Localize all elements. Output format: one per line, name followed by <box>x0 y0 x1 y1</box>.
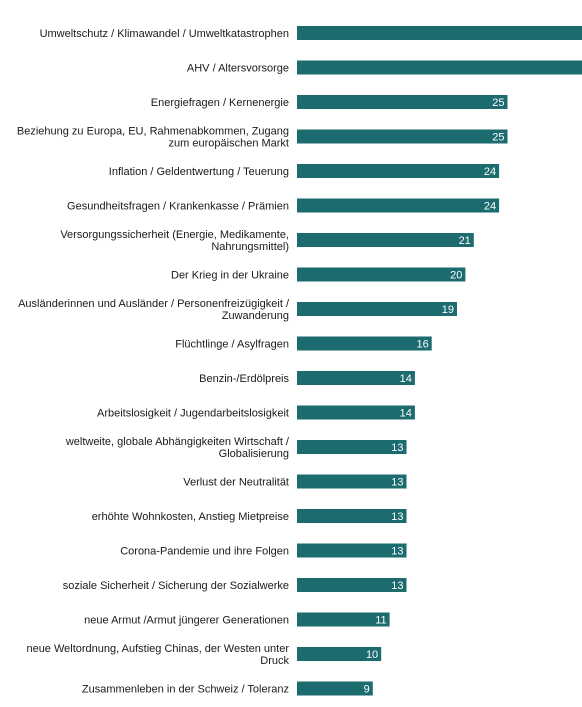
bar-value-label: 14 <box>400 373 412 385</box>
category-label: Druck <box>260 655 289 667</box>
category-label: Umweltschutz / Klimawandel / Umweltkatas… <box>40 28 289 40</box>
category-label: Zuwanderung <box>222 310 289 322</box>
bar <box>297 302 457 316</box>
bar-value-label: 13 <box>391 546 403 558</box>
category-label: Energiefragen / Kernenergie <box>151 97 289 109</box>
bar-value-label: 13 <box>391 477 403 489</box>
bar <box>297 60 582 75</box>
category-label: Arbeitslosigkeit / Jugendarbeitslosigkei… <box>97 408 289 420</box>
bar-value-label: 24 <box>484 201 496 213</box>
category-label: AHV / Altersvorsorge <box>187 63 289 75</box>
category-label: erhöhte Wohnkosten, Anstieg Mietpreise <box>92 511 289 523</box>
bar <box>297 543 407 558</box>
bar <box>297 164 500 178</box>
bar-value-label: 13 <box>391 511 403 523</box>
bar-value-label: 13 <box>391 442 403 454</box>
bar <box>297 474 407 489</box>
bar <box>297 578 407 592</box>
bar <box>297 233 474 247</box>
category-label: neue Weltordnung, Aufstieg Chinas, der W… <box>26 643 289 655</box>
bar <box>297 405 415 420</box>
bar-value-label: 13 <box>391 580 403 592</box>
category-label: Gesundheitsfragen / Krankenkasse / Prämi… <box>67 201 289 213</box>
category-label: Beziehung zu Europa, EU, Rahmenabkommen,… <box>17 126 289 138</box>
bar <box>297 129 508 144</box>
category-label: weltweite, globale Abhängigkeiten Wirtsc… <box>65 436 290 448</box>
bar-value-label: 14 <box>400 408 412 420</box>
category-label: Nahrungsmittel) <box>211 241 289 253</box>
bar-value-label: 24 <box>484 166 496 178</box>
bar-value-label: 25 <box>492 97 504 109</box>
category-label: Verlust der Neutralität <box>183 477 289 489</box>
category-label: Flüchtlinge / Asylfragen <box>175 339 289 351</box>
bar <box>297 681 373 696</box>
bar-value-label: 25 <box>492 132 504 144</box>
bar-value-label: 16 <box>416 339 428 351</box>
category-label: Versorgungssicherheit (Energie, Medikame… <box>60 229 289 241</box>
bar <box>297 612 390 627</box>
bar <box>297 371 415 385</box>
category-label: Zusammenleben in der Schweiz / Toleranz <box>82 684 289 696</box>
bar-value-label: 19 <box>442 304 454 316</box>
category-label: Corona-Pandemie und ihre Folgen <box>120 546 289 558</box>
category-label: Der Krieg in der Ukraine <box>171 270 289 282</box>
bar <box>297 647 382 661</box>
category-label: zum europäischen Markt <box>169 138 289 150</box>
bar <box>297 198 500 213</box>
bar <box>297 95 508 109</box>
bar-value-label: 10 <box>366 649 378 661</box>
category-label: Inflation / Geldentwertung / Teuerung <box>109 166 289 178</box>
bar <box>297 440 407 454</box>
bar-value-label: 20 <box>450 270 462 282</box>
bar <box>297 509 407 523</box>
category-label: Benzin-/Erdölpreis <box>199 373 289 385</box>
bar <box>297 26 582 40</box>
bar <box>297 336 432 351</box>
bar-value-label: 21 <box>459 235 471 247</box>
category-label: Globalisierung <box>219 448 289 460</box>
category-label: Ausländerinnen und Ausländer / Personenf… <box>18 298 290 310</box>
category-label: soziale Sicherheit / Sicherung der Sozia… <box>63 580 289 592</box>
category-label: neue Armut /Armut jüngerer Generationen <box>84 615 289 627</box>
bar-value-label: 9 <box>364 684 370 696</box>
bar <box>297 267 466 282</box>
bar-value-label: 11 <box>375 615 386 627</box>
